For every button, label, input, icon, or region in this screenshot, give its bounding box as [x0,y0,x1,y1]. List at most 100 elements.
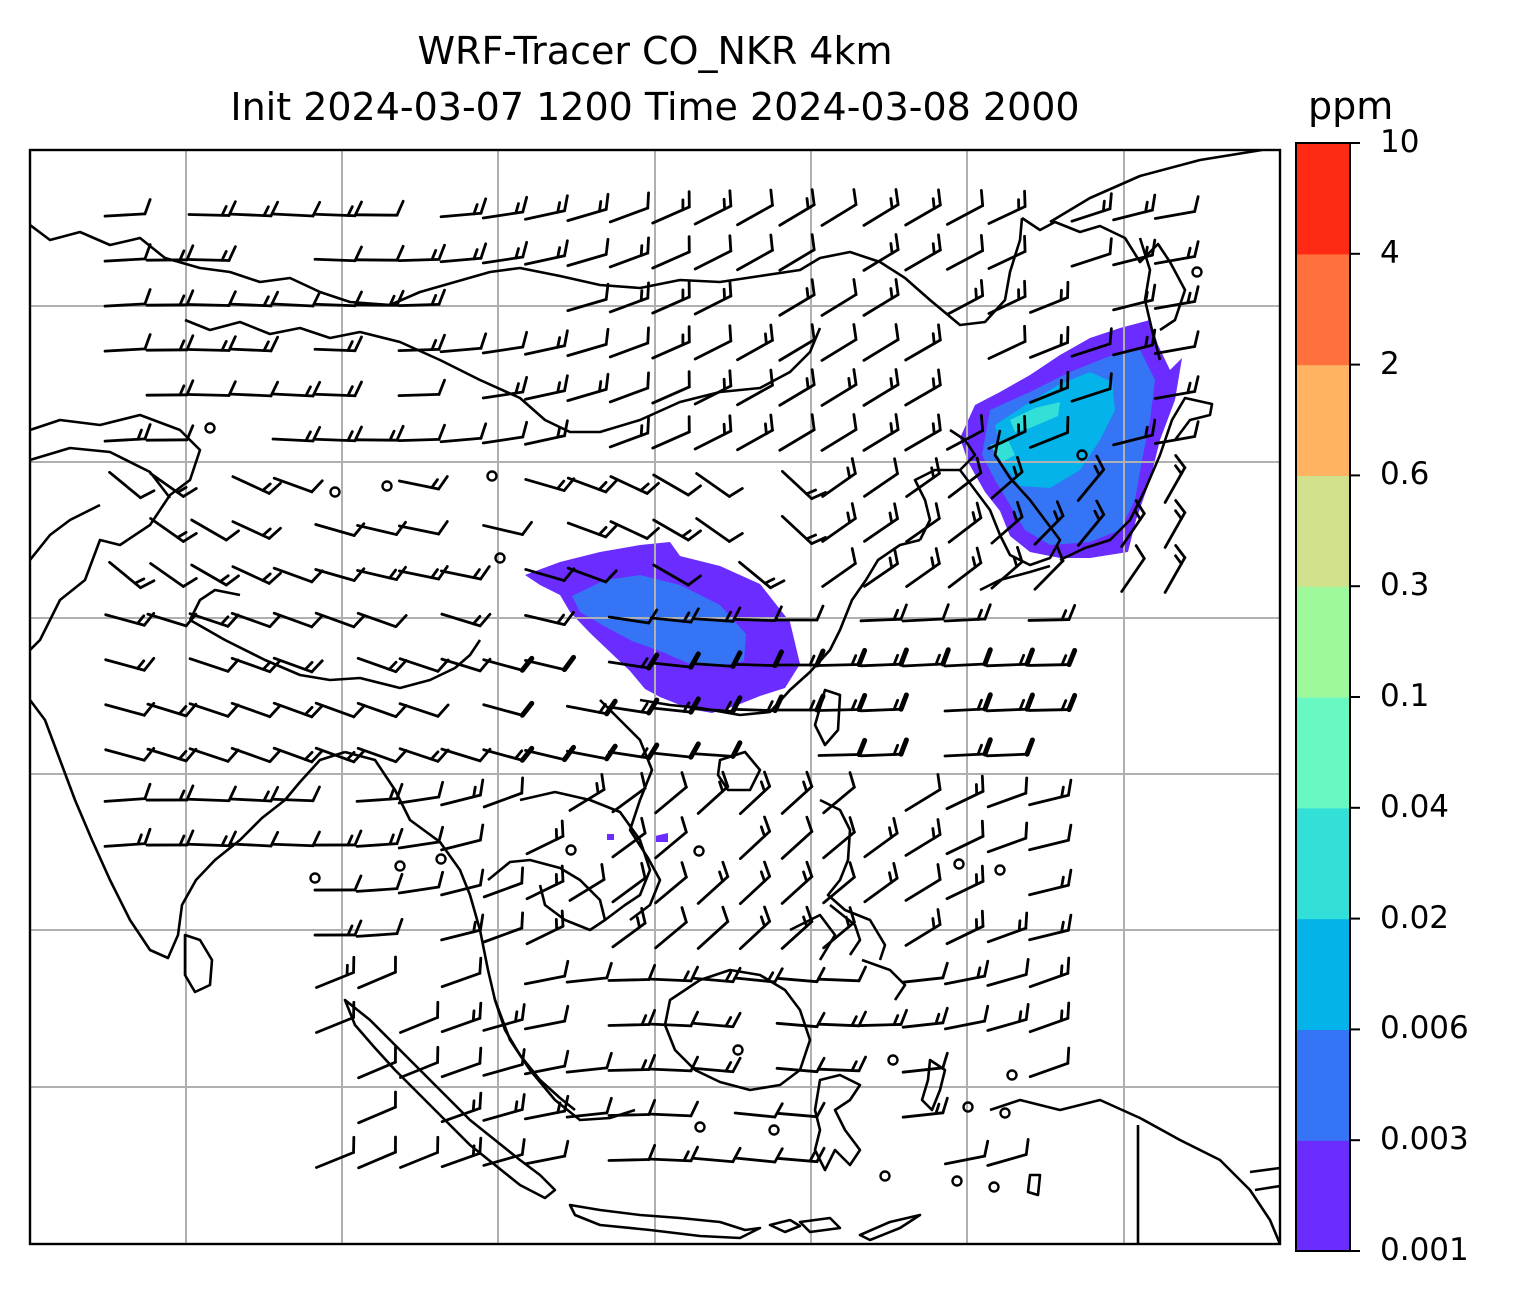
wind-barb [817,647,868,668]
wind-barb-shaft [397,392,441,398]
wind-barb-flag [514,749,524,760]
wind-barb-flag [478,823,485,842]
wind-barb-flag [763,905,772,923]
calm-wind-marker [693,845,705,857]
wind-barb-flag [220,205,228,217]
wind-barb-flag [219,615,230,626]
wind-barb [314,522,366,537]
wind-barb-flag [982,737,993,757]
wind-barb [481,330,529,355]
wind-barb-flag [646,697,660,716]
coastline-segment [1254,1184,1280,1192]
wind-barb-flag [220,835,228,847]
colorbar-tick-label: 0.3 [1380,567,1430,604]
wind-barb-shaft [523,1064,567,1076]
calm-wind-marker [994,864,1006,876]
wind-barb-shaft [355,932,399,938]
wind-barb-flag [892,743,900,756]
wind-barb-flag [310,704,324,719]
wind-barb [566,521,618,539]
wind-barb-flag [892,608,900,621]
wind-barb-shaft [943,1154,987,1166]
wind-barb-flag [728,234,733,253]
wind-barb-shaft [986,791,1028,809]
wind-barb-flag [1093,464,1101,477]
wind-barb-flag [268,659,282,674]
wind-barb-flag [563,1094,570,1113]
coastline-segment [819,798,887,961]
wind-barb-flag [983,603,992,621]
wind-barb-shaft [820,203,858,227]
wind-barb-flag [646,191,650,210]
wind-barb-flag [934,1102,941,1115]
wind-barb [145,289,195,307]
wind-barb-shaft [1029,431,1069,449]
wind-barb-flag [1024,737,1035,757]
wind-barb-flag [303,705,314,716]
wind-barb [229,335,280,353]
wind-barb [736,368,774,407]
calm-wind-marker [486,470,498,482]
wind-barb-shaft [820,428,858,452]
wind-barb [654,771,688,815]
wind-barb [230,611,282,629]
wind-barb-flag [893,457,899,476]
map-coastlines [30,150,1280,1244]
wind-barb-flag [805,488,817,496]
wind-barb-flag [728,189,733,208]
wind-barb-flag [934,457,941,475]
wind-barb-flag [1095,499,1106,516]
wind-barb [945,864,985,901]
wind-barb [987,414,1027,450]
wind-barb [738,770,772,816]
wind-barb-flag [554,828,559,841]
wind-barb-flag [759,915,766,928]
wind-barb-flag [893,502,899,521]
wind-barb [1120,499,1146,548]
wind-barb-flag [681,198,685,212]
wind-barb [904,818,942,857]
wind-barb [691,740,743,759]
wind-barb-shaft [565,749,609,761]
wind-barb-flag [722,422,726,436]
wind-barb-flag [856,737,868,758]
wind-barb [356,656,408,674]
wind-barb-flag [556,1101,562,1114]
wind-barb [481,420,529,445]
wind-barb [904,233,942,272]
wind-barb [652,518,702,542]
wind-barb-shaft [482,881,524,899]
wind-barb [986,958,1030,987]
wind-barb [190,563,240,587]
wind-barb [229,200,280,218]
wind-barb [945,909,985,946]
wind-barb-flag [1066,280,1070,299]
wind-barb-flag [974,783,979,796]
wind-barb [271,200,322,218]
wind-barb-flag [521,240,529,259]
wind-barb-shaft [230,746,272,764]
coastline-segment [183,933,214,994]
wind-barb-flag [563,419,569,438]
colorbar-bin [1296,475,1350,587]
wind-barb-flag [686,574,702,587]
wind-barb-flag [936,908,942,926]
wind-barb-flag [1193,195,1200,213]
wind-barb [817,692,868,713]
wind-barb [397,378,446,398]
wind-barb-flag [857,1010,867,1028]
wind-barb [104,656,156,672]
wind-barb-flag [931,197,936,210]
wind-barb-shaft [315,1016,355,1034]
wind-barb-flag [521,330,529,349]
wind-barb-flag [1108,372,1113,391]
colorbar-bin [1296,1029,1350,1141]
wind-barb-shaft [1070,387,1112,403]
wind-barb-flag [687,190,691,209]
wind-barb-flag [980,909,985,928]
colorbar-bin [1296,143,1350,255]
wind-barb-flag [437,288,446,306]
wind-barb-flag [892,653,900,666]
wind-barb-flag [682,970,690,982]
wind-barb-flag [645,481,660,495]
